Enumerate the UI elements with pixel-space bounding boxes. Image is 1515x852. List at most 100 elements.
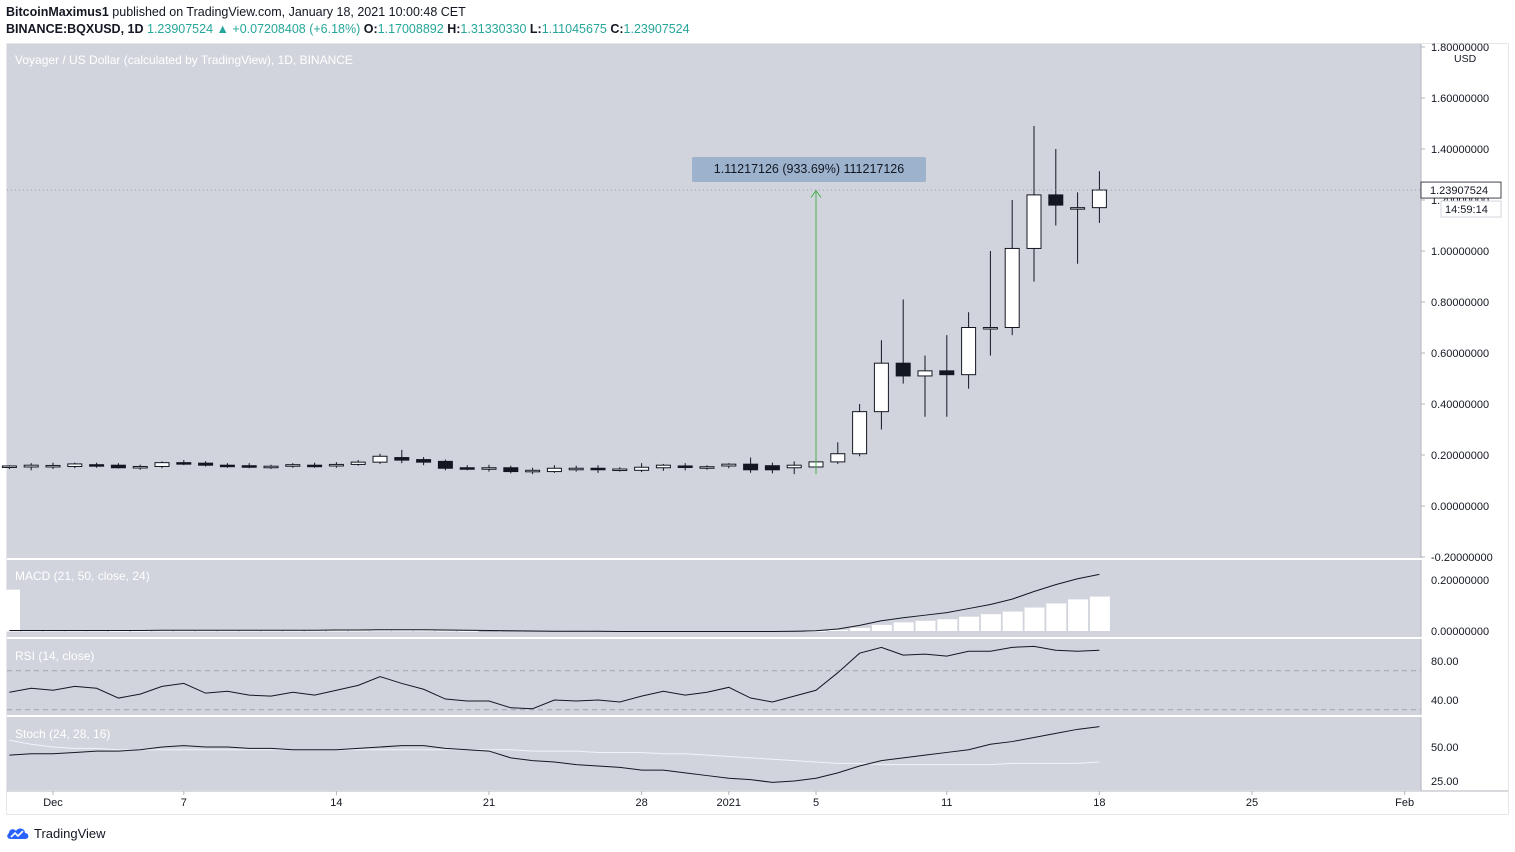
macd-histogram-bar xyxy=(980,614,1001,631)
stoch-d-line xyxy=(9,739,1100,766)
candle-down xyxy=(241,465,257,468)
publication-line: BitcoinMaximus1 published on TradingView… xyxy=(6,5,466,19)
macd-histogram-bar xyxy=(1002,611,1023,631)
price-tick-label: 0.00000000 xyxy=(1431,501,1489,513)
last-price-box xyxy=(1420,181,1502,199)
candle-up xyxy=(655,464,671,469)
candle-up xyxy=(1004,247,1020,328)
candle-up xyxy=(525,469,541,473)
candle-up xyxy=(285,464,301,467)
candle-up xyxy=(154,462,170,467)
high-label: H: xyxy=(447,22,461,36)
price-axis-background xyxy=(1421,44,1508,558)
candle-up xyxy=(1091,189,1107,209)
published-text: published on TradingView.com, January 18… xyxy=(112,5,466,19)
price-tick-label: -0.20000000 xyxy=(1431,552,1493,564)
symbol-label: BINANCE:BQXUSD, 1D xyxy=(6,22,144,36)
candle-down xyxy=(110,464,126,469)
macd-histogram-bar xyxy=(305,630,326,632)
macd-histogram-bar xyxy=(1024,607,1045,631)
macd-line xyxy=(9,573,1100,633)
price-tick-label: 0.20000000 xyxy=(1431,450,1489,462)
candle-up xyxy=(852,411,868,455)
price-tick-label: 0.60000000 xyxy=(1431,348,1489,360)
macd-histogram-bar xyxy=(435,630,456,632)
stoch-pane-title: Stoch (24, 28, 16) xyxy=(15,727,110,741)
candle-down xyxy=(743,463,759,471)
candle-down xyxy=(307,464,323,468)
symbol-ohlc-line: BINANCE:BQXUSD, 1D 1.23907524 ▲ +0.07208… xyxy=(6,22,690,36)
candle-up xyxy=(132,465,148,469)
candle-down xyxy=(394,457,410,461)
candle-down xyxy=(198,462,214,466)
candle-down xyxy=(1048,194,1064,206)
candle-down xyxy=(503,467,519,473)
macd-pane-background xyxy=(7,560,1421,637)
macd-histogram-bar xyxy=(283,630,304,632)
candle-up xyxy=(67,463,83,467)
candle-up xyxy=(1070,207,1086,210)
up-arrow-icon: ▲ xyxy=(216,22,229,36)
price-pane-title: Voyager / US Dollar (calculated by Tradi… xyxy=(15,53,353,67)
rsi-line xyxy=(9,645,1100,710)
stoch-pane-background xyxy=(7,717,1421,790)
candle-up xyxy=(23,464,39,468)
macd-histogram-bar xyxy=(501,631,522,632)
time-tick-label: 21 xyxy=(483,797,495,809)
candle-up xyxy=(1,465,17,468)
macd-tick-label: 0.20000000 xyxy=(1431,575,1489,587)
macd-histogram-bar xyxy=(0,630,20,632)
macd-tick-label: 0.00000000 xyxy=(1431,626,1489,638)
candle-down xyxy=(764,465,780,471)
low-value: 1.11045675 xyxy=(541,22,607,36)
macd-histogram-bar xyxy=(871,624,892,631)
macd-histogram-bar xyxy=(959,616,980,631)
macd-axis-background xyxy=(1421,560,1508,637)
candle-up xyxy=(45,464,61,468)
countdown-box xyxy=(1440,200,1502,218)
macd-histogram-bar xyxy=(21,630,42,632)
price-tick-label: 1.40000000 xyxy=(1431,144,1489,156)
macd-histogram-bar xyxy=(392,630,413,632)
candle-down xyxy=(176,462,192,465)
candle-down xyxy=(939,370,955,376)
macd-histogram-bar xyxy=(850,627,871,631)
candle-up xyxy=(699,466,715,469)
rsi-pane-background xyxy=(7,639,1421,715)
candle-up xyxy=(328,463,344,467)
stoch-tick-label: 25.00 xyxy=(1431,776,1459,788)
price-change: +0.07208408 (+6.18%) xyxy=(232,22,361,36)
tradingview-brand[interactable]: TradingView xyxy=(6,825,106,841)
candle-up xyxy=(1026,194,1042,249)
macd-histogram-bar xyxy=(457,631,478,632)
macd-histogram-bar xyxy=(196,630,217,632)
macd-histogram-bar xyxy=(370,630,391,632)
macd-pane-title: MACD (21, 50, close, 24) xyxy=(15,569,150,583)
candle-up xyxy=(982,327,998,330)
measure-label-box xyxy=(692,157,926,182)
macd-histogram-bar xyxy=(893,622,914,631)
price-pane-background xyxy=(7,44,1421,558)
stoch-axis-background xyxy=(1421,717,1508,790)
countdown-label: 14:59:14 xyxy=(1445,204,1488,216)
last-price-label: 1.23907524 xyxy=(1430,185,1488,197)
high-value: 1.31330330 xyxy=(460,22,527,36)
macd-histogram-bar xyxy=(806,631,827,632)
low-label: L: xyxy=(529,22,542,36)
candle-down xyxy=(437,460,453,469)
time-tick-label: 11 xyxy=(941,797,952,809)
candle-up xyxy=(568,467,584,471)
macd-histogram-bar xyxy=(0,589,20,631)
macd-histogram-bar xyxy=(1046,603,1067,631)
macd-histogram-bar xyxy=(828,629,849,631)
macd-histogram-bar xyxy=(43,630,64,632)
price-tick-label: 1.60000000 xyxy=(1431,93,1489,105)
time-tick-label: 5 xyxy=(813,797,819,809)
macd-histogram-bar xyxy=(479,631,500,632)
price-tick-label: 1.00000000 xyxy=(1431,246,1489,258)
stoch-k-line xyxy=(9,726,1100,783)
macd-histogram-bar xyxy=(65,630,86,632)
time-tick-label: Dec xyxy=(43,797,63,809)
last-price: 1.23907524 xyxy=(147,22,214,36)
